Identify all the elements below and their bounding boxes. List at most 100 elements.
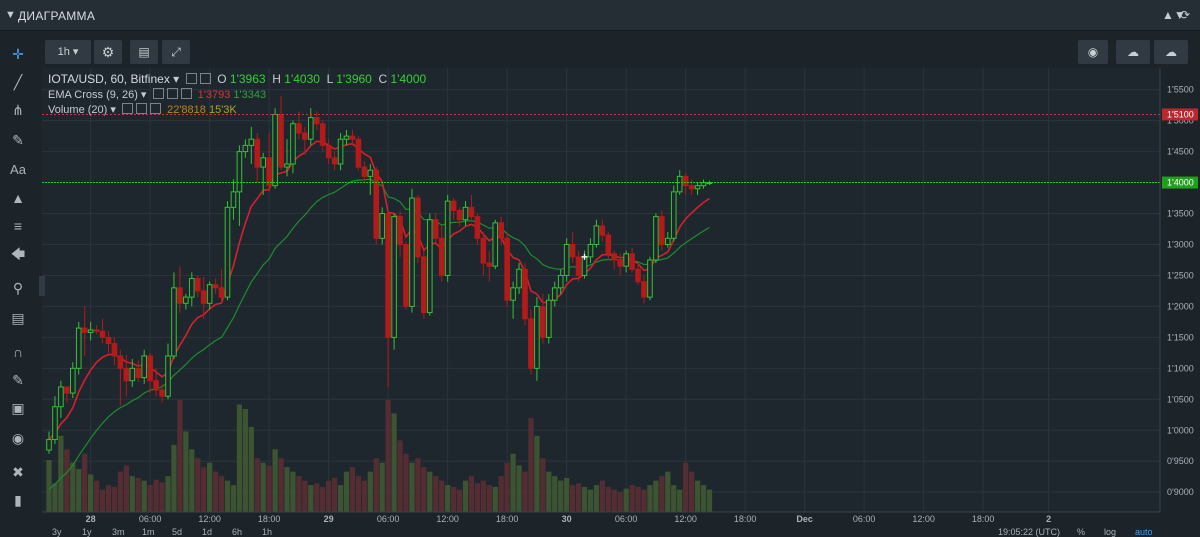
legend-symbol[interactable]: IOTA/USD, 60, Bitfinex — [48, 72, 170, 86]
candle-body — [189, 278, 195, 298]
clock: 19:05:22 (UTC) — [998, 527, 1061, 537]
candle-body — [480, 237, 487, 264]
candle-body — [647, 259, 653, 298]
crosshair-icon[interactable]: ✛ — [12, 46, 24, 62]
trash-icon[interactable]: ▮ — [14, 492, 22, 508]
candle-body — [474, 216, 481, 239]
ema-settings-icon[interactable] — [166, 88, 178, 99]
candle-body — [46, 439, 52, 451]
stay-drawing-icon[interactable]: ✎ — [12, 372, 24, 388]
candle-body — [593, 225, 600, 245]
range-1m[interactable]: 1m — [142, 527, 155, 537]
volume-bar — [677, 489, 683, 512]
volume-bar — [248, 426, 254, 512]
settings-gear-icon[interactable]: ⚙ — [94, 40, 122, 64]
candle-body — [308, 117, 314, 140]
auto-toggle[interactable]: auto — [1135, 527, 1153, 537]
remove-tools-icon[interactable]: ✖ — [12, 464, 24, 480]
lock-icon[interactable]: ▣ — [11, 400, 25, 416]
candle-body — [468, 206, 475, 218]
camera-icon[interactable]: ◉ — [1078, 40, 1108, 64]
volume-bar — [111, 486, 118, 512]
interval-select[interactable]: 1h ▾ — [45, 40, 91, 64]
volume-bar — [201, 467, 207, 512]
measure-icon[interactable]: ▤ — [11, 310, 25, 326]
candle-body — [272, 113, 278, 187]
volume-bar — [617, 492, 623, 512]
candle-body — [682, 175, 689, 187]
sort-icon[interactable]: ▲▼ — [1162, 8, 1186, 22]
candle-body — [266, 157, 272, 187]
candle-body — [450, 200, 457, 211]
collapse-icon[interactable]: ▼ — [5, 9, 16, 21]
range-1y[interactable]: 1y — [82, 527, 92, 537]
range-5d[interactable]: 5d — [172, 527, 183, 537]
volume-bar — [290, 471, 296, 512]
panel-header: ▼ ДИАГРАММА ▲▼ ⟳ — [0, 0, 1200, 31]
refresh-icon[interactable]: ⟳ — [1180, 8, 1191, 22]
range-1d[interactable]: 1d — [202, 527, 213, 537]
ema-close-icon[interactable] — [180, 88, 192, 99]
last-price-label: 1'4000 — [1167, 178, 1194, 188]
fib-icon[interactable]: ≡ — [13, 218, 23, 234]
volume-bar — [492, 486, 498, 512]
log-toggle[interactable]: log — [1104, 527, 1117, 537]
candle-body — [313, 117, 320, 125]
brush-icon[interactable]: ✎ — [12, 132, 24, 148]
range-3y[interactable]: 3y — [52, 527, 62, 537]
cloud-load-icon[interactable]: ☁ — [1116, 40, 1150, 64]
volume-eye-icon[interactable] — [121, 103, 133, 114]
volume-bar — [349, 467, 356, 512]
volume-bar — [64, 449, 70, 512]
zoom-icon[interactable]: ⚲ — [12, 280, 24, 296]
hide-icon[interactable]: ◉ — [11, 430, 25, 446]
volume-bar — [694, 480, 701, 512]
indicators-icon[interactable]: ▤ — [130, 40, 158, 64]
fork-icon[interactable]: ⋔ — [12, 102, 24, 118]
ema-name[interactable]: EMA Cross (9, 26) — [48, 89, 138, 101]
y-tick-label: 0'9500 — [1167, 456, 1194, 466]
candle-body — [587, 243, 594, 258]
arrow-left-icon[interactable]: 🡄 — [10, 246, 26, 262]
volume-bar — [480, 480, 486, 512]
volume-bar — [468, 476, 475, 512]
x-tick-label: 06:00 — [139, 514, 162, 524]
text-tool-icon[interactable]: Aa — [10, 162, 26, 177]
legend-settings-icon[interactable] — [199, 73, 211, 84]
ema-eye-icon[interactable] — [152, 88, 164, 99]
volume-bar — [379, 462, 385, 512]
ema-fast-line — [48, 140, 710, 441]
trend-line-icon[interactable]: ╱ — [13, 74, 23, 90]
candle-body — [200, 290, 207, 304]
volume-close-icon[interactable] — [149, 103, 161, 114]
percent-toggle[interactable]: % — [1077, 527, 1086, 537]
candle-body — [534, 305, 540, 369]
candle-body — [64, 386, 70, 394]
candle-body — [379, 213, 385, 239]
x-tick-label: 12:00 — [912, 514, 935, 524]
volume-bar — [331, 477, 338, 512]
candle-body — [694, 185, 701, 190]
candle-body — [117, 355, 124, 369]
magnet-icon[interactable]: ∩ — [12, 344, 24, 360]
chart-toolbar: 1h ▾ ⚙ ▤ ⤢ ◉ ☁ ☁ — [42, 38, 1200, 68]
volume-settings-icon[interactable] — [135, 103, 147, 114]
candle-body — [159, 389, 165, 397]
range-6h[interactable]: 6h — [232, 527, 243, 537]
candle-body — [492, 222, 499, 267]
volume-bar — [355, 476, 362, 512]
ema-legend: EMA Cross (9, 26) ▾ 1'3793 1'3343 — [48, 88, 267, 101]
volume-name[interactable]: Volume (20) — [48, 104, 108, 116]
fullscreen-icon[interactable]: ⤢ — [162, 40, 190, 64]
legend-eye-icon[interactable] — [185, 73, 197, 84]
candle-body — [427, 219, 433, 314]
range-3m[interactable]: 3m — [112, 527, 125, 537]
cloud-save-icon[interactable]: ☁ — [1154, 40, 1188, 64]
candle-body — [278, 113, 284, 168]
range-1h[interactable]: 1h — [262, 527, 273, 537]
pattern-icon[interactable]: ▲ — [11, 190, 25, 206]
volume-bar — [224, 480, 231, 512]
volume-bar — [165, 476, 171, 512]
candle-body — [147, 355, 153, 382]
